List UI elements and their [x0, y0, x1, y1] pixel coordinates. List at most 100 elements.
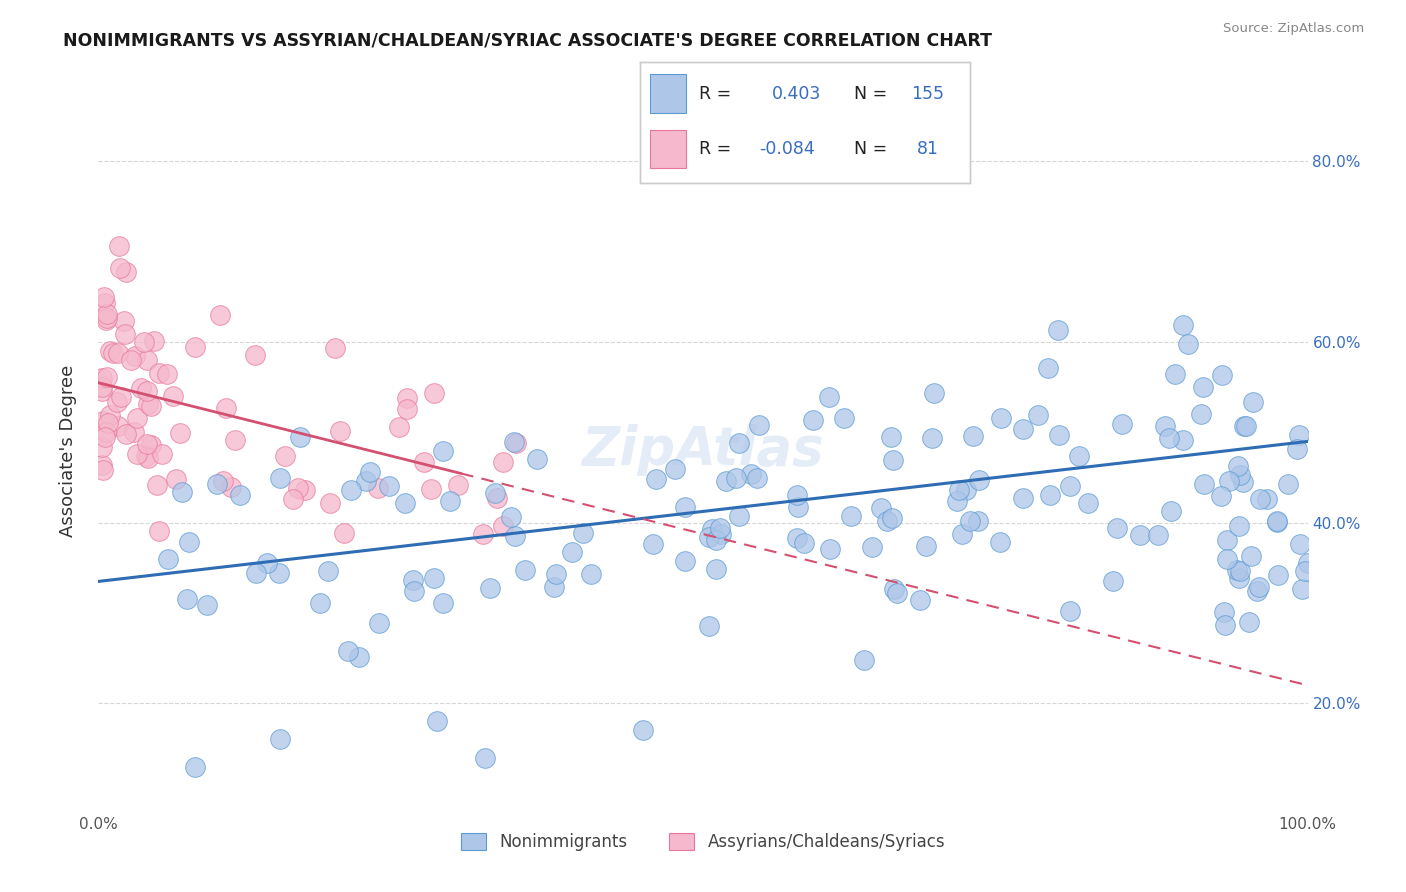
Point [124, 349, 146, 363]
Point [546, 567, 568, 582]
Point [105, 394, 128, 409]
Point [561, 544, 583, 558]
Point [818, 541, 841, 556]
Point [108, 239, 131, 253]
Point [1226, 563, 1249, 577]
Point [745, 471, 768, 485]
Point [91, 462, 114, 476]
Point [709, 521, 731, 535]
Point [704, 561, 727, 575]
Point [91, 379, 114, 393]
Point [471, 527, 494, 541]
Point [91, 458, 114, 472]
Point [319, 496, 342, 510]
Point [1216, 533, 1239, 548]
Point [287, 481, 309, 495]
Point [148, 524, 170, 538]
Point [921, 431, 943, 445]
Point [395, 391, 418, 405]
Point [135, 437, 157, 451]
Point [141, 400, 163, 414]
Point [308, 596, 330, 610]
Point [882, 510, 904, 524]
Point [876, 514, 898, 528]
Point [1012, 422, 1035, 436]
Point [97, 416, 120, 430]
Point [281, 491, 304, 506]
Point [135, 353, 157, 368]
Point [148, 366, 170, 380]
Point [1232, 475, 1254, 490]
Point [922, 385, 945, 400]
Point [132, 334, 155, 349]
Point [91, 371, 114, 385]
Point [426, 714, 449, 729]
Point [1296, 556, 1319, 570]
Point [817, 390, 839, 404]
Point [1026, 408, 1049, 422]
Point [1256, 492, 1278, 507]
Point [579, 566, 602, 581]
Point [170, 484, 193, 499]
Point [94, 430, 117, 444]
Point [492, 455, 515, 469]
Text: NONIMMIGRANTS VS ASSYRIAN/CHALDEAN/SYRIAC ASSOCIATE'S DEGREE CORRELATION CHART: NONIMMIGRANTS VS ASSYRIAN/CHALDEAN/SYRIA… [63, 31, 993, 49]
Bar [650, 130, 686, 169]
Point [115, 426, 138, 441]
Point [787, 500, 810, 515]
Point [1227, 518, 1250, 533]
Point [513, 563, 536, 577]
Point [108, 261, 131, 276]
Point [710, 527, 733, 541]
Point [96, 311, 118, 326]
Point [1241, 394, 1264, 409]
Point [1047, 323, 1070, 337]
Point [870, 501, 893, 516]
Point [229, 488, 252, 502]
Point [269, 732, 291, 747]
Point [423, 571, 446, 585]
Point [129, 380, 152, 394]
Point [1194, 476, 1216, 491]
Point [1177, 337, 1199, 351]
Point [1265, 516, 1288, 530]
Text: N =: N = [855, 85, 887, 103]
Point [1039, 488, 1062, 502]
Point [1247, 581, 1270, 595]
Point [969, 474, 991, 488]
Point [1012, 491, 1035, 505]
Point [157, 552, 180, 566]
Point [1211, 368, 1233, 382]
Point [367, 481, 389, 495]
Point [801, 413, 824, 427]
Point [1077, 496, 1099, 510]
Point [96, 369, 118, 384]
Text: Source: ZipAtlas.com: Source: ZipAtlas.com [1223, 22, 1364, 36]
Point [945, 494, 967, 508]
Point [1173, 318, 1195, 332]
Point [243, 347, 266, 361]
Point [195, 599, 218, 613]
Point [103, 346, 125, 360]
Point [146, 477, 169, 491]
Point [643, 536, 665, 550]
Point [1249, 491, 1271, 506]
Point [340, 483, 363, 497]
Point [269, 471, 291, 485]
Point [1285, 442, 1308, 456]
Point [1229, 564, 1251, 578]
Point [402, 584, 425, 599]
Point [1069, 449, 1091, 463]
Point [394, 496, 416, 510]
Point [1171, 433, 1194, 447]
Point [714, 475, 737, 489]
Point [1111, 417, 1133, 432]
Point [115, 265, 138, 279]
Point [208, 308, 231, 322]
Point [852, 653, 875, 667]
Point [439, 493, 461, 508]
Point [96, 307, 118, 321]
Point [136, 397, 159, 411]
Point [747, 417, 769, 432]
Point [329, 424, 352, 438]
